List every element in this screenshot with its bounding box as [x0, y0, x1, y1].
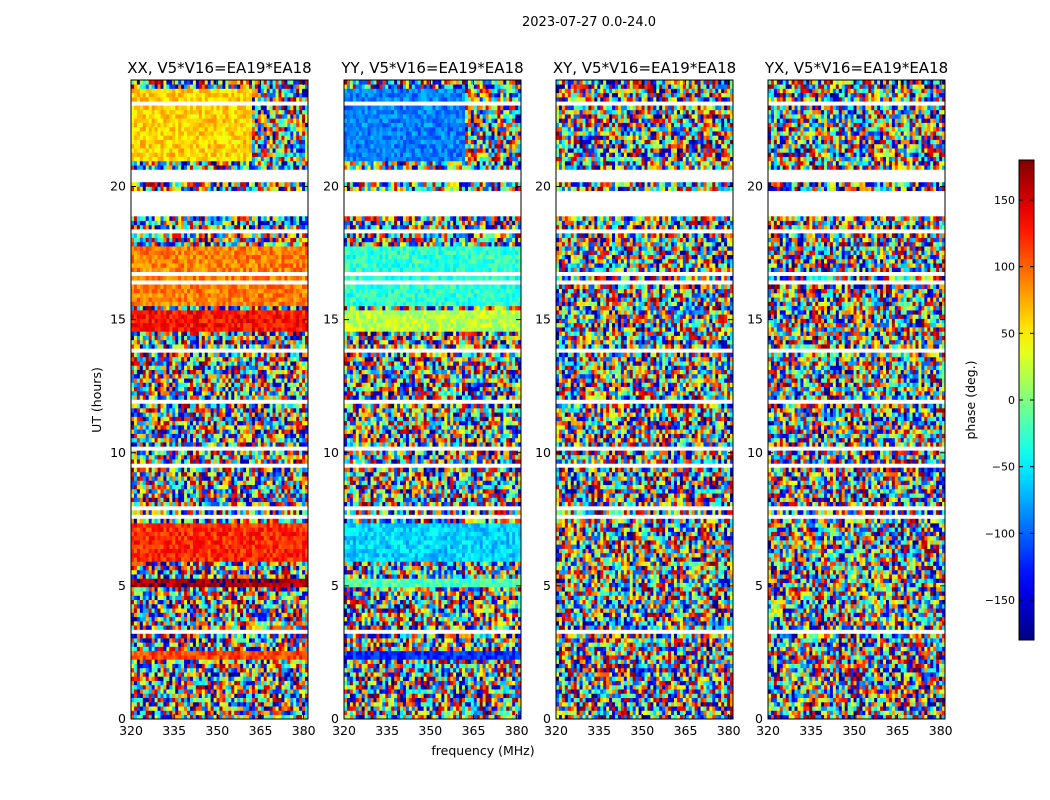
- colorbar-tick-label: 0: [1008, 394, 1015, 407]
- y-tick-label: 10: [323, 445, 339, 460]
- y-tick-label: 15: [110, 312, 126, 327]
- x-tick-label: 365: [674, 723, 698, 738]
- x-tick-label: 320: [332, 723, 356, 738]
- x-tick-label: 320: [756, 723, 780, 738]
- panel-title: XX, V5*V16=EA19*EA18: [127, 59, 311, 77]
- y-tick-label: 0: [118, 711, 126, 726]
- colorbar-tick-label: −100: [985, 527, 1015, 540]
- colorbar-label: phase (deg.): [963, 361, 978, 440]
- panel-1: YY, V5*V16=EA19*EA18 320 335 350 365 380 0 5 10 1…: [323, 59, 529, 738]
- panel-frame: [767, 79, 946, 720]
- y-tick-label: 5: [755, 578, 763, 593]
- x-tick-label: 335: [587, 723, 611, 738]
- y-tick-label: 20: [110, 179, 126, 194]
- y-tick-label: 20: [747, 179, 763, 194]
- x-tick-label: 365: [462, 723, 486, 738]
- y-tick-label: 15: [323, 312, 339, 327]
- y-tick-label: 15: [535, 312, 551, 327]
- figure-title: 2023-07-27 0.0-24.0: [522, 15, 656, 30]
- panel-0: XX, V5*V16=EA19*EA18 320 335 350 365 380 0 5 10 1…: [110, 59, 316, 738]
- y-tick-label: 0: [755, 711, 763, 726]
- x-tick-label: 335: [375, 723, 399, 738]
- colorbar-tick-label: 100: [994, 261, 1015, 274]
- x-axis-label: frequency (MHz): [431, 743, 534, 758]
- heatmap-image: [344, 80, 521, 719]
- panel-3: YX, V5*V16=EA19*EA18 320 335 350 365 380 0 5 10 1…: [747, 59, 953, 738]
- x-tick-label: 380: [505, 723, 529, 738]
- colorbar-tick-label: −150: [985, 594, 1015, 607]
- panel-frame: [343, 79, 522, 720]
- panel-2: XY, V5*V16=EA19*EA18 320 335 350 365 380 0 5 10 1…: [535, 59, 741, 738]
- y-tick-label: 10: [110, 445, 126, 460]
- colorbar-tick-label: 50: [1001, 327, 1015, 340]
- y-tick-label: 5: [331, 578, 339, 593]
- y-tick-label: 0: [543, 711, 551, 726]
- y-tick-label: 15: [747, 312, 763, 327]
- heatmap-image: [556, 80, 733, 719]
- x-tick-label: 365: [886, 723, 910, 738]
- y-tick-label: 20: [535, 179, 551, 194]
- panel-title: YX, V5*V16=EA19*EA18: [764, 59, 948, 77]
- x-tick-label: 380: [292, 723, 316, 738]
- x-tick-label: 350: [205, 723, 229, 738]
- heatmap-image: [768, 80, 945, 719]
- y-tick-label: 10: [535, 445, 551, 460]
- x-tick-label: 365: [249, 723, 273, 738]
- colorbar-tick-label: 150: [994, 194, 1015, 207]
- y-tick-label: 10: [747, 445, 763, 460]
- x-tick-label: 320: [544, 723, 568, 738]
- x-tick-label: 335: [162, 723, 186, 738]
- x-tick-label: 380: [717, 723, 741, 738]
- panel-title: YY, V5*V16=EA19*EA18: [340, 59, 523, 77]
- x-tick-label: 335: [799, 723, 823, 738]
- x-tick-label: 350: [630, 723, 654, 738]
- colorbar: −150 −100 −50 0 50 100 150: [985, 159, 1035, 641]
- y-tick-label: 20: [323, 179, 339, 194]
- x-tick-label: 380: [929, 723, 953, 738]
- panels-group: XX, V5*V16=EA19*EA18 320 335 350 365 380 0 5 10 1…: [110, 59, 953, 738]
- y-tick-label: 5: [543, 578, 551, 593]
- panel-frame: [555, 79, 734, 720]
- x-tick-label: 350: [418, 723, 442, 738]
- y-axis-label: UT (hours): [89, 367, 104, 433]
- x-tick-label: 350: [842, 723, 866, 738]
- colorbar-tick-label: −50: [992, 461, 1015, 474]
- panel-title: XY, V5*V16=EA19*EA18: [553, 59, 736, 77]
- y-tick-label: 0: [331, 711, 339, 726]
- panel-frame: [130, 79, 309, 720]
- x-tick-label: 320: [119, 723, 143, 738]
- heatmap-image: [131, 80, 308, 719]
- y-tick-label: 5: [118, 578, 126, 593]
